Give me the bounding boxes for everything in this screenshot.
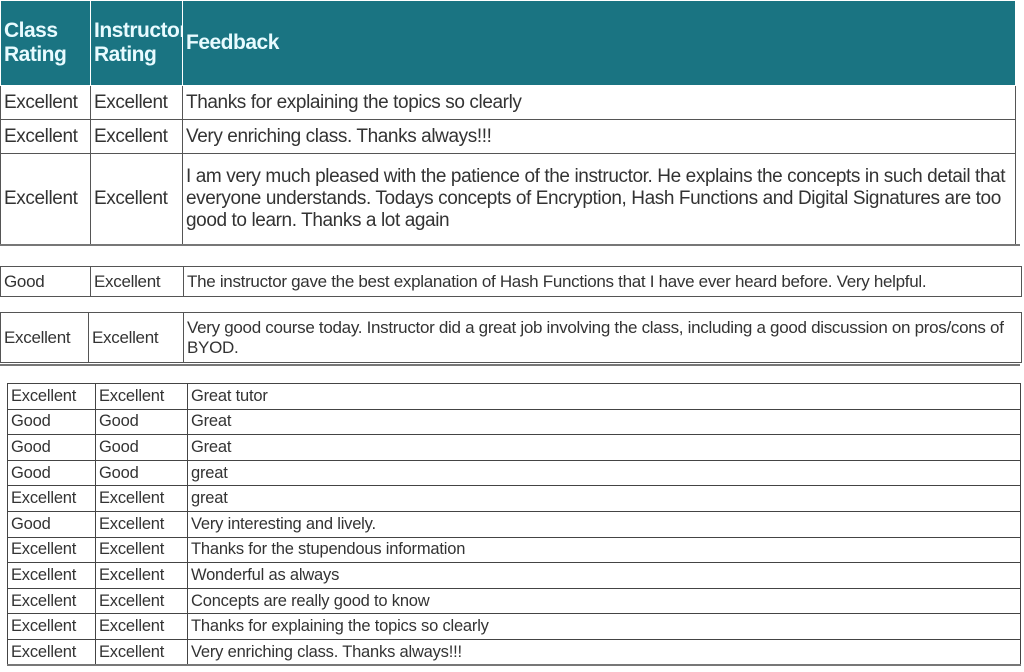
table-row: Excellent Excellent great [7, 485, 1021, 512]
class-rating-cell: Excellent [0, 312, 89, 363]
table-row: Good Excellent Very interesting and lively… [7, 510, 1021, 538]
class-rating-cell: Excellent [7, 562, 96, 589]
feedback-table-section-4: Excellent Excellent Great tutor Good Good Gre… [7, 383, 1021, 666]
instructor-rating-cell: Good [95, 408, 188, 436]
table-row: Good Excellent The instructor gave the bes… [0, 266, 1022, 297]
table-row: Excellent Excellent Very good course today… [0, 312, 1022, 363]
class-rating-cell: Excellent [7, 613, 96, 640]
instructor-rating-cell: Good [95, 434, 188, 461]
feedback-cell: Very good course today. Instructor did a… [183, 312, 1022, 363]
header-feedback: Feedback [182, 0, 1016, 86]
table-row: Good Good great [7, 459, 1021, 487]
instructor-rating-cell: Excellent [90, 266, 184, 297]
header-class-rating: Class Rating [0, 0, 91, 86]
class-rating-cell: Good [0, 266, 91, 297]
instructor-rating-cell: Excellent [95, 383, 188, 410]
instructor-rating-cell: Good [95, 459, 188, 487]
table-header-row: Class Rating Instructor Rating Feedback [0, 0, 1016, 86]
feedback-cell: Very enriching class. Thanks always!!! [187, 638, 1021, 666]
table-row: Excellent Excellent Thanks for explaining … [7, 613, 1021, 640]
class-rating-cell: Good [7, 434, 96, 461]
class-rating-cell: Excellent [0, 85, 91, 120]
instructor-rating-cell: Excellent [95, 587, 188, 615]
feedback-cell: great [187, 459, 1021, 487]
cropped-row-edge [0, 364, 1020, 372]
class-rating-cell: Good [7, 408, 96, 436]
table-row: Excellent Excellent Wonderful as always [7, 562, 1021, 589]
header-instructor-rating: Instructor Rating [90, 0, 183, 86]
cropped-row-edge [7, 664, 1021, 672]
table-row: Excellent Excellent Very enriching class. … [0, 119, 1016, 154]
cropped-row-edge [0, 244, 1020, 252]
feedback-cell: Thanks for explaining the topics so clea… [187, 613, 1021, 640]
feedback-cell: Thanks for explaining the topics so clea… [182, 85, 1016, 120]
class-rating-cell: Good [7, 459, 96, 487]
instructor-rating-cell: Excellent [95, 562, 188, 589]
table-row: Good Good Great [7, 408, 1021, 436]
instructor-rating-cell: Excellent [90, 85, 183, 120]
feedback-cell: great [187, 485, 1021, 512]
instructor-rating-cell: Excellent [95, 613, 188, 640]
class-rating-cell: Excellent [7, 638, 96, 666]
table-row: Excellent Excellent Very enriching class. … [7, 638, 1021, 666]
class-rating-cell: Excellent [7, 587, 96, 615]
feedback-table-section-3: Excellent Excellent Very good course today… [0, 312, 1022, 363]
table-row: Excellent Excellent Concepts are really go… [7, 587, 1021, 615]
feedback-cell: I am very much pleased with the patience… [182, 153, 1016, 245]
feedback-table-section-1: Class Rating Instructor Rating Feedback … [0, 0, 1016, 245]
feedback-cell: Great [187, 434, 1021, 461]
table-row: Excellent Excellent Thanks for explaining … [0, 85, 1016, 120]
class-rating-cell: Excellent [7, 536, 96, 564]
class-rating-cell: Excellent [0, 153, 91, 245]
feedback-cell: Thanks for the stupendous information [187, 536, 1021, 564]
table-row: Good Good Great [7, 434, 1021, 461]
class-rating-cell: Excellent [7, 383, 96, 410]
class-rating-cell: Excellent [7, 485, 96, 512]
feedback-cell: Wonderful as always [187, 562, 1021, 589]
table-row: Excellent Excellent Thanks for the stupend… [7, 536, 1021, 564]
feedback-cell: Great [187, 408, 1021, 436]
instructor-rating-cell: Excellent [95, 485, 188, 512]
class-rating-cell: Excellent [0, 119, 91, 154]
instructor-rating-cell: Excellent [95, 510, 188, 538]
class-rating-cell: Good [7, 510, 96, 538]
feedback-cell: Very interesting and lively. [187, 510, 1021, 538]
table-row: Excellent Excellent Great tutor [7, 383, 1021, 410]
feedback-table-section-2: Good Excellent The instructor gave the bes… [0, 266, 1022, 297]
feedback-cell: Very enriching class. Thanks always!!! [182, 119, 1016, 154]
instructor-rating-cell: Excellent [95, 638, 188, 666]
instructor-rating-cell: Excellent [95, 536, 188, 564]
instructor-rating-cell: Excellent [90, 153, 183, 245]
instructor-rating-cell: Excellent [88, 312, 184, 363]
feedback-cell: The instructor gave the best explanation… [183, 266, 1022, 297]
table-row: Excellent Excellent I am very much pleased… [0, 153, 1016, 245]
feedback-cell: Great tutor [187, 383, 1021, 410]
instructor-rating-cell: Excellent [90, 119, 183, 154]
feedback-cell: Concepts are really good to know [187, 587, 1021, 615]
